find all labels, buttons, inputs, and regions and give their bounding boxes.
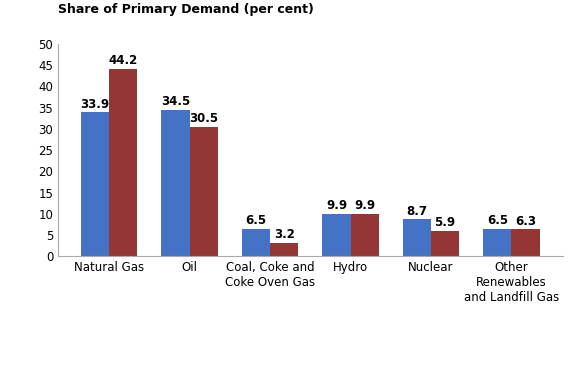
Text: 6.3: 6.3 — [515, 215, 536, 228]
Bar — [431, 231, 459, 256]
Text: 3.2: 3.2 — [274, 228, 295, 241]
Bar — [109, 68, 137, 256]
Text: 9.9: 9.9 — [354, 199, 375, 213]
Bar — [242, 229, 270, 256]
Text: 5.9: 5.9 — [434, 216, 456, 229]
Bar — [270, 243, 298, 256]
Text: 34.5: 34.5 — [161, 95, 190, 108]
Text: 6.5: 6.5 — [245, 214, 267, 227]
Bar — [190, 127, 218, 256]
Bar — [322, 214, 350, 256]
Bar — [350, 214, 379, 256]
Text: 44.2: 44.2 — [108, 54, 138, 67]
Bar — [81, 112, 109, 256]
Text: 9.9: 9.9 — [326, 199, 347, 213]
Bar — [161, 110, 190, 256]
Text: 33.9: 33.9 — [81, 98, 110, 111]
Text: 6.5: 6.5 — [487, 214, 508, 227]
Text: Share of Primary Demand (per cent): Share of Primary Demand (per cent) — [58, 3, 314, 16]
Bar — [483, 229, 512, 256]
Bar — [512, 229, 539, 256]
Text: 8.7: 8.7 — [407, 205, 427, 217]
Bar — [403, 219, 431, 256]
Text: 30.5: 30.5 — [189, 112, 218, 125]
